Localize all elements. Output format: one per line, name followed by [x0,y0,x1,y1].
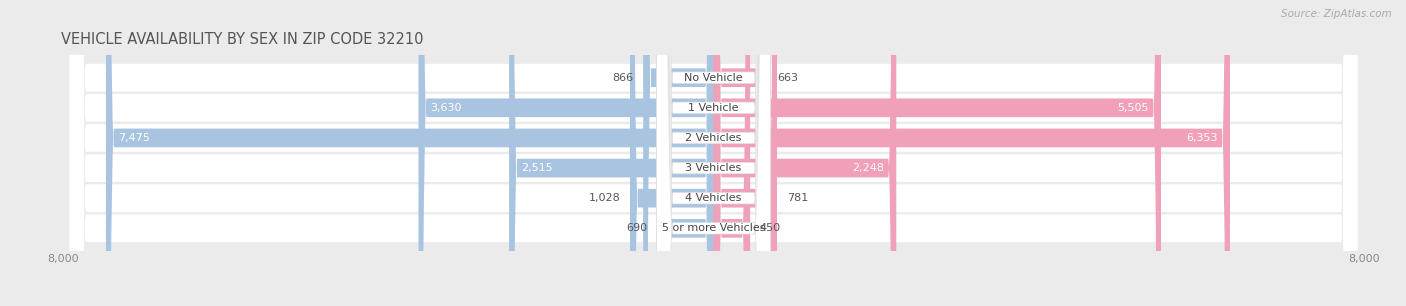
FancyBboxPatch shape [70,0,1357,306]
FancyBboxPatch shape [657,0,770,306]
Text: 663: 663 [778,73,799,83]
FancyBboxPatch shape [657,0,770,306]
Text: 450: 450 [759,223,780,233]
FancyBboxPatch shape [657,0,770,306]
FancyBboxPatch shape [643,0,713,306]
FancyBboxPatch shape [713,0,1230,306]
Text: VEHICLE AVAILABILITY BY SEX IN ZIP CODE 32210: VEHICLE AVAILABILITY BY SEX IN ZIP CODE … [60,32,423,47]
FancyBboxPatch shape [70,0,1357,306]
FancyBboxPatch shape [419,0,713,306]
Text: 4 Vehicles: 4 Vehicles [685,193,742,203]
Text: 3,630: 3,630 [430,103,463,113]
FancyBboxPatch shape [630,0,713,306]
Text: 5,505: 5,505 [1118,103,1149,113]
Text: 3 Vehicles: 3 Vehicles [685,163,742,173]
Text: 7,475: 7,475 [118,133,150,143]
FancyBboxPatch shape [657,0,770,306]
Text: 1,028: 1,028 [589,193,620,203]
FancyBboxPatch shape [70,0,1357,306]
Text: 2,248: 2,248 [852,163,884,173]
FancyBboxPatch shape [713,0,896,306]
Text: No Vehicle: No Vehicle [685,73,742,83]
Text: 5 or more Vehicles: 5 or more Vehicles [662,223,765,233]
FancyBboxPatch shape [713,0,1161,306]
Text: 2,515: 2,515 [522,163,553,173]
Text: 1 Vehicle: 1 Vehicle [689,103,738,113]
Text: 2 Vehicles: 2 Vehicles [685,133,742,143]
Text: 866: 866 [612,73,633,83]
Text: 6,353: 6,353 [1187,133,1218,143]
Text: 781: 781 [787,193,808,203]
FancyBboxPatch shape [70,0,1357,306]
FancyBboxPatch shape [70,0,1357,306]
FancyBboxPatch shape [713,0,778,306]
FancyBboxPatch shape [713,0,768,306]
FancyBboxPatch shape [657,0,770,306]
FancyBboxPatch shape [657,0,770,306]
FancyBboxPatch shape [658,0,713,306]
FancyBboxPatch shape [105,0,713,306]
Text: Source: ZipAtlas.com: Source: ZipAtlas.com [1281,9,1392,19]
Text: 690: 690 [627,223,648,233]
FancyBboxPatch shape [713,0,751,306]
FancyBboxPatch shape [70,0,1357,306]
FancyBboxPatch shape [509,0,713,306]
